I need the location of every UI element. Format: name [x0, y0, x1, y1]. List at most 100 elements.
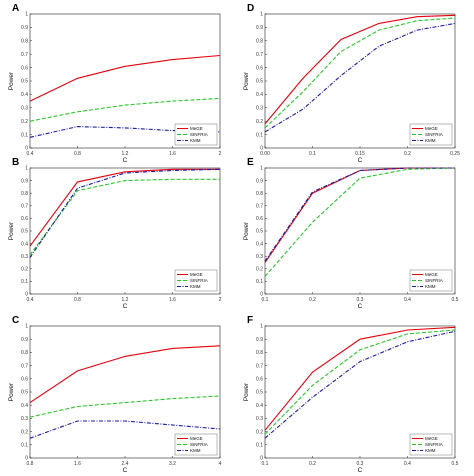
- legend-label: KMM: [425, 284, 436, 289]
- y-tick-label: 0.1: [21, 443, 28, 449]
- y-tick-label: 0.4: [256, 403, 263, 409]
- y-tick-label: 0.5: [256, 79, 263, 85]
- y-tick-label: 0.2: [21, 429, 28, 435]
- y-tick-label: 0.5: [256, 229, 263, 235]
- series-line-sinfria: [29, 395, 221, 418]
- y-tick-label: 0.3: [21, 106, 28, 112]
- panel-label: F: [247, 315, 253, 326]
- legend-label: MeGE: [190, 436, 203, 441]
- y-tick-label: 1: [25, 12, 28, 18]
- y-tick-label: 0.7: [256, 363, 263, 369]
- y-tick-label: 0.1: [256, 132, 263, 138]
- x-tick-label: 0.15: [355, 151, 365, 157]
- legend-box: [409, 269, 453, 292]
- y-tick-label: 0.5: [21, 79, 28, 85]
- series-line-kmm: [29, 126, 221, 138]
- y-tick-label: 0.9: [256, 25, 263, 31]
- x-tick-label: 0.1: [262, 461, 269, 467]
- y-tick-label: 0.9: [21, 25, 28, 31]
- x-axis-label: C: [123, 467, 128, 474]
- chart-panel-b: B 0 0.1 0.2 0.3 0.4 0.5 0.6 0.7 0.8 0.9 1 0.4 0.8 1.2 1…: [8, 157, 222, 310]
- y-tick-label: 0.8: [21, 191, 28, 197]
- panel-label: D: [247, 3, 254, 14]
- x-tick-label: 2: [219, 151, 222, 157]
- x-tick-label: 1.6: [169, 297, 176, 303]
- x-tick-label: 3.2: [169, 461, 176, 467]
- y-tick-label: 0: [260, 146, 263, 152]
- chart-panel-a: A 0 0.1 0.2 0.3 0.4 0.5 0.6 0.7 0.8 0.9 1 0.4 0.8 1.2 1…: [8, 3, 222, 164]
- legend-label: KMM: [425, 448, 436, 453]
- legend-label: KMM: [190, 138, 201, 143]
- x-tick-label: 0.4: [27, 297, 34, 303]
- y-tick-label: 0.7: [21, 363, 28, 369]
- y-tick-label: 0.8: [256, 350, 263, 356]
- chart-panel-e: E00.10.20.30.40.50.60.70.80.910.1 0.2 0.3 0…: [243, 157, 459, 310]
- y-tick-label: 0.3: [21, 416, 28, 422]
- x-tick-label: 0.8: [74, 151, 81, 157]
- chart-panel-c: C 0 0.1 0.2 0.3 0.4 0.5 0.6 0.7 0.8 0.9 1 0.8 1.6 2.4 3…: [8, 315, 222, 474]
- y-tick-label: 0: [260, 292, 263, 298]
- series-line-sinfria: [264, 167, 456, 277]
- panel-label: E: [247, 157, 254, 168]
- legend-label: SINFRIA: [190, 442, 208, 447]
- legend-label: MeGE: [425, 436, 438, 441]
- y-tick-label: 0.1: [256, 443, 263, 449]
- legend-label: KMM: [190, 448, 201, 453]
- y-tick-label: 0.4: [21, 92, 28, 98]
- panel-label: C: [12, 315, 19, 326]
- x-axis-label: C: [358, 303, 363, 310]
- x-axis-label: C: [358, 157, 363, 164]
- y-axis-label: Power: [8, 71, 15, 90]
- chart-panel-d: D 0 0.1 0.2 0.3 0.4 0.5 0.6 0.7 0.8 0.9 1 0.00 0.1 0.1…: [243, 3, 460, 164]
- y-tick-label: 0: [25, 456, 28, 462]
- series-line-mege: [29, 168, 220, 247]
- legend-box: [174, 433, 218, 456]
- x-tick-label: 1.6: [169, 151, 176, 157]
- y-tick-label: 0.8: [256, 191, 263, 197]
- x-tick-label: 0.3: [357, 297, 364, 303]
- y-tick-label: 0.5: [21, 390, 28, 396]
- y-tick-label: 0.2: [256, 119, 263, 125]
- x-tick-label: 1.2: [122, 297, 129, 303]
- series-line-sinfria: [29, 178, 220, 256]
- y-tick-label: 0.2: [21, 119, 28, 125]
- y-tick-label: 1: [260, 324, 263, 330]
- y-tick-label: 0.6: [21, 216, 28, 222]
- y-tick-label: 0.4: [21, 403, 28, 409]
- legend-label: SINFRIA: [425, 442, 443, 447]
- x-tick-label: 4: [219, 461, 222, 467]
- x-axis-label: C: [123, 157, 128, 164]
- y-axis-label: Power: [8, 221, 15, 240]
- series-line-kmm: [264, 167, 455, 262]
- x-tick-label: 0.1: [309, 151, 316, 157]
- legend-label: KMM: [425, 138, 436, 143]
- legend-label: MeGE: [190, 272, 203, 277]
- legend-box: [174, 123, 218, 146]
- x-tick-label: 0.4: [27, 151, 34, 157]
- y-tick-label: 0.2: [21, 267, 28, 273]
- y-tick-label: 0.9: [21, 337, 28, 343]
- y-tick-label: 0.9: [256, 178, 263, 184]
- legend-box: [409, 123, 453, 146]
- y-tick-label: 0.8: [21, 350, 28, 356]
- y-tick-label: 0.9: [256, 337, 263, 343]
- x-tick-label: 0.2: [309, 461, 316, 467]
- y-tick-label: 0.8: [256, 39, 263, 45]
- x-tick-label: 0.8: [27, 461, 34, 467]
- series-line-sinfria: [264, 329, 456, 435]
- y-tick-label: 0.6: [21, 65, 28, 71]
- x-axis-label: C: [123, 303, 128, 310]
- y-tick-label: 0.3: [256, 416, 263, 422]
- series-line-mege: [29, 54, 221, 102]
- legend-label: SINFRIA: [190, 278, 208, 283]
- y-tick-label: 0: [260, 456, 263, 462]
- y-tick-label: 0.6: [21, 377, 28, 383]
- legend-label: MeGE: [425, 272, 438, 277]
- y-axis-label: Power: [8, 382, 15, 401]
- y-tick-label: 0.6: [256, 377, 263, 383]
- series-line-mege: [29, 345, 221, 404]
- x-tick-label: 1.6: [74, 461, 81, 467]
- x-axis-label: C: [358, 467, 363, 474]
